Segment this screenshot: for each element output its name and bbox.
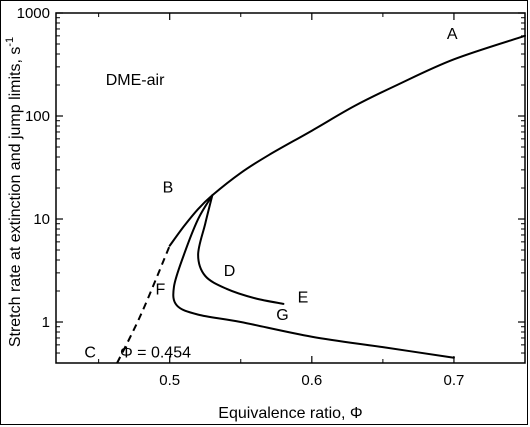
series-line-1 [168, 34, 526, 247]
x-tick-label: 0.6 [301, 372, 322, 389]
y-tick-label: 1000 [17, 5, 50, 22]
annotation-label: DME-air [106, 72, 165, 89]
y-axis-ticks: 1 10 100 1000 [17, 5, 525, 364]
series-line-2 [197, 194, 285, 305]
y-tick-label: 10 [33, 211, 50, 228]
annotation-label: D [224, 263, 236, 280]
series-line-4 [116, 245, 171, 364]
x-tick-label: 0.5 [159, 372, 180, 389]
plot-area [55, 12, 526, 364]
x-tick-label: 0.7 [444, 372, 465, 389]
series-line-3 [172, 194, 455, 359]
y-tick-label: 100 [25, 108, 50, 125]
annotation-label: G [276, 307, 288, 324]
y-axis-title-exponent: -1 [4, 37, 16, 47]
annotation-label: E [298, 289, 309, 306]
annotation-label: A [447, 26, 458, 43]
annotation-label: Φ = 0.454 [120, 345, 191, 362]
y-axis-title: Stretch rate at extinction and jump limi… [4, 37, 24, 347]
series-group [116, 34, 526, 364]
x-axis-title: Equivalence ratio, Φ [218, 405, 362, 422]
y-tick-label: 1 [42, 314, 50, 331]
annotation-group: DME-air A B C D E F G Φ = 0.454 [84, 26, 457, 362]
annotation-label: B [163, 180, 174, 197]
annotation-label: C [84, 345, 96, 362]
x-axis-ticks: 0.5 0.6 0.7 [98, 13, 526, 389]
y-axis-title-main: Stretch rate at extinction and jump limi… [7, 47, 24, 348]
annotation-label: F [155, 281, 165, 298]
